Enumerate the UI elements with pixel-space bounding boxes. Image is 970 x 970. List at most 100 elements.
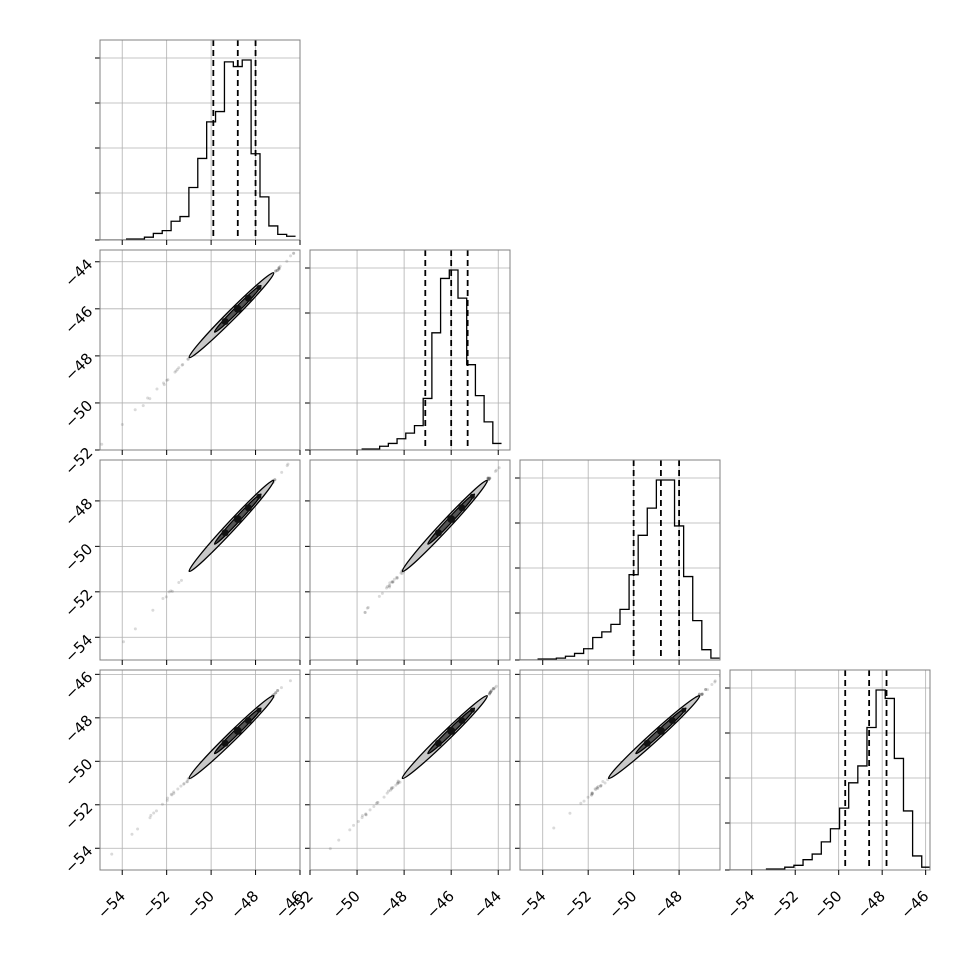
- sample-point: [388, 581, 392, 585]
- density-blob: [469, 493, 475, 499]
- sample-point: [328, 847, 332, 851]
- sample-point: [179, 784, 183, 788]
- sample-point: [552, 826, 556, 830]
- density-blob: [221, 529, 229, 537]
- sample-point: [599, 783, 603, 787]
- density-blob: [256, 285, 262, 291]
- sample-point: [182, 782, 186, 786]
- scatter-panel-3-1: [305, 669, 511, 875]
- sample-point: [292, 251, 296, 255]
- x-tick-label: −48: [651, 887, 686, 922]
- sample-point: [568, 811, 572, 815]
- sample-point: [177, 580, 181, 584]
- y-tick-label: −54: [61, 631, 96, 666]
- density-blob: [447, 726, 456, 735]
- sample-point: [386, 789, 390, 793]
- sample-point: [374, 801, 378, 805]
- x-tick-label: −54: [514, 887, 549, 922]
- sample-point: [166, 378, 170, 382]
- sample-point: [377, 594, 381, 598]
- sample-point: [704, 687, 708, 691]
- histogram-panel-2: [515, 459, 721, 665]
- sample-point: [172, 791, 176, 795]
- histogram-step: [100, 59, 296, 240]
- sample-point: [110, 852, 114, 856]
- axes-frame: [309, 459, 511, 661]
- sample-point: [136, 827, 140, 831]
- sample-point: [167, 590, 171, 594]
- sample-point: [121, 640, 125, 644]
- sample-point: [186, 357, 190, 361]
- sample-point: [601, 780, 605, 784]
- histogram-step: [730, 689, 930, 870]
- y-tick-label: −46: [61, 302, 96, 337]
- sample-point: [175, 367, 179, 371]
- density-blob: [434, 739, 442, 747]
- density-blob: [434, 529, 442, 537]
- sample-point: [582, 799, 586, 803]
- sample-point: [169, 792, 173, 796]
- sample-point: [186, 357, 190, 361]
- sample-point: [130, 832, 134, 836]
- axes-frame: [729, 669, 931, 871]
- density-blob: [256, 707, 262, 713]
- sample-point: [292, 251, 296, 255]
- x-tick-label: −48: [227, 887, 262, 922]
- sample-point: [149, 813, 153, 817]
- sample-point: [177, 366, 181, 370]
- y-tick-label: −50: [61, 755, 96, 790]
- sample-point: [366, 605, 370, 609]
- sample-point: [508, 455, 511, 458]
- sample-point: [376, 801, 380, 805]
- sample-point: [590, 791, 594, 795]
- sample-point: [380, 591, 384, 595]
- sample-point: [288, 679, 292, 683]
- sample-point: [697, 692, 701, 696]
- sample-point: [590, 792, 594, 796]
- sample-point: [396, 779, 400, 783]
- sample-point: [146, 396, 150, 400]
- sample-point: [700, 692, 704, 696]
- x-tick-label: −50: [183, 887, 218, 922]
- sample-point: [713, 679, 717, 683]
- sample-point: [363, 610, 367, 614]
- sample-point: [579, 801, 583, 805]
- sample-point: [713, 680, 717, 684]
- axes-frame: [309, 669, 511, 871]
- sample-point: [391, 580, 395, 584]
- y-tick-label: −46: [61, 668, 96, 703]
- density-blob: [244, 504, 252, 512]
- y-tick-label: −50: [61, 397, 96, 432]
- axes-frame: [519, 459, 721, 661]
- x-tick-label: −52: [767, 887, 802, 922]
- sample-point: [180, 363, 184, 367]
- axes-frame: [99, 39, 301, 241]
- density-blob: [244, 294, 252, 302]
- sample-point: [392, 577, 396, 581]
- x-tick-label: −50: [810, 887, 845, 922]
- density-blob: [233, 726, 242, 735]
- sample-point: [385, 585, 389, 589]
- sample-point: [100, 442, 104, 446]
- sample-point: [176, 787, 180, 791]
- y-tick-label: −48: [61, 495, 96, 530]
- sample-point: [356, 819, 360, 823]
- sample-point: [385, 791, 389, 795]
- sample-point: [375, 801, 379, 805]
- sample-point: [385, 586, 389, 590]
- sample-point: [352, 823, 356, 827]
- x-tick-label: −50: [605, 887, 640, 922]
- sample-point: [382, 795, 386, 799]
- y-tick-label: −52: [61, 798, 96, 833]
- sample-point: [151, 608, 155, 612]
- y-tick-label: −52: [61, 444, 96, 479]
- sample-point: [141, 404, 145, 408]
- sample-point: [277, 266, 281, 270]
- sample-point: [710, 683, 714, 687]
- sample-point: [185, 780, 189, 784]
- sample-point: [173, 370, 177, 374]
- sample-point: [365, 606, 369, 610]
- sample-point: [586, 795, 590, 799]
- sample-point: [148, 397, 152, 401]
- density-blob: [681, 707, 687, 713]
